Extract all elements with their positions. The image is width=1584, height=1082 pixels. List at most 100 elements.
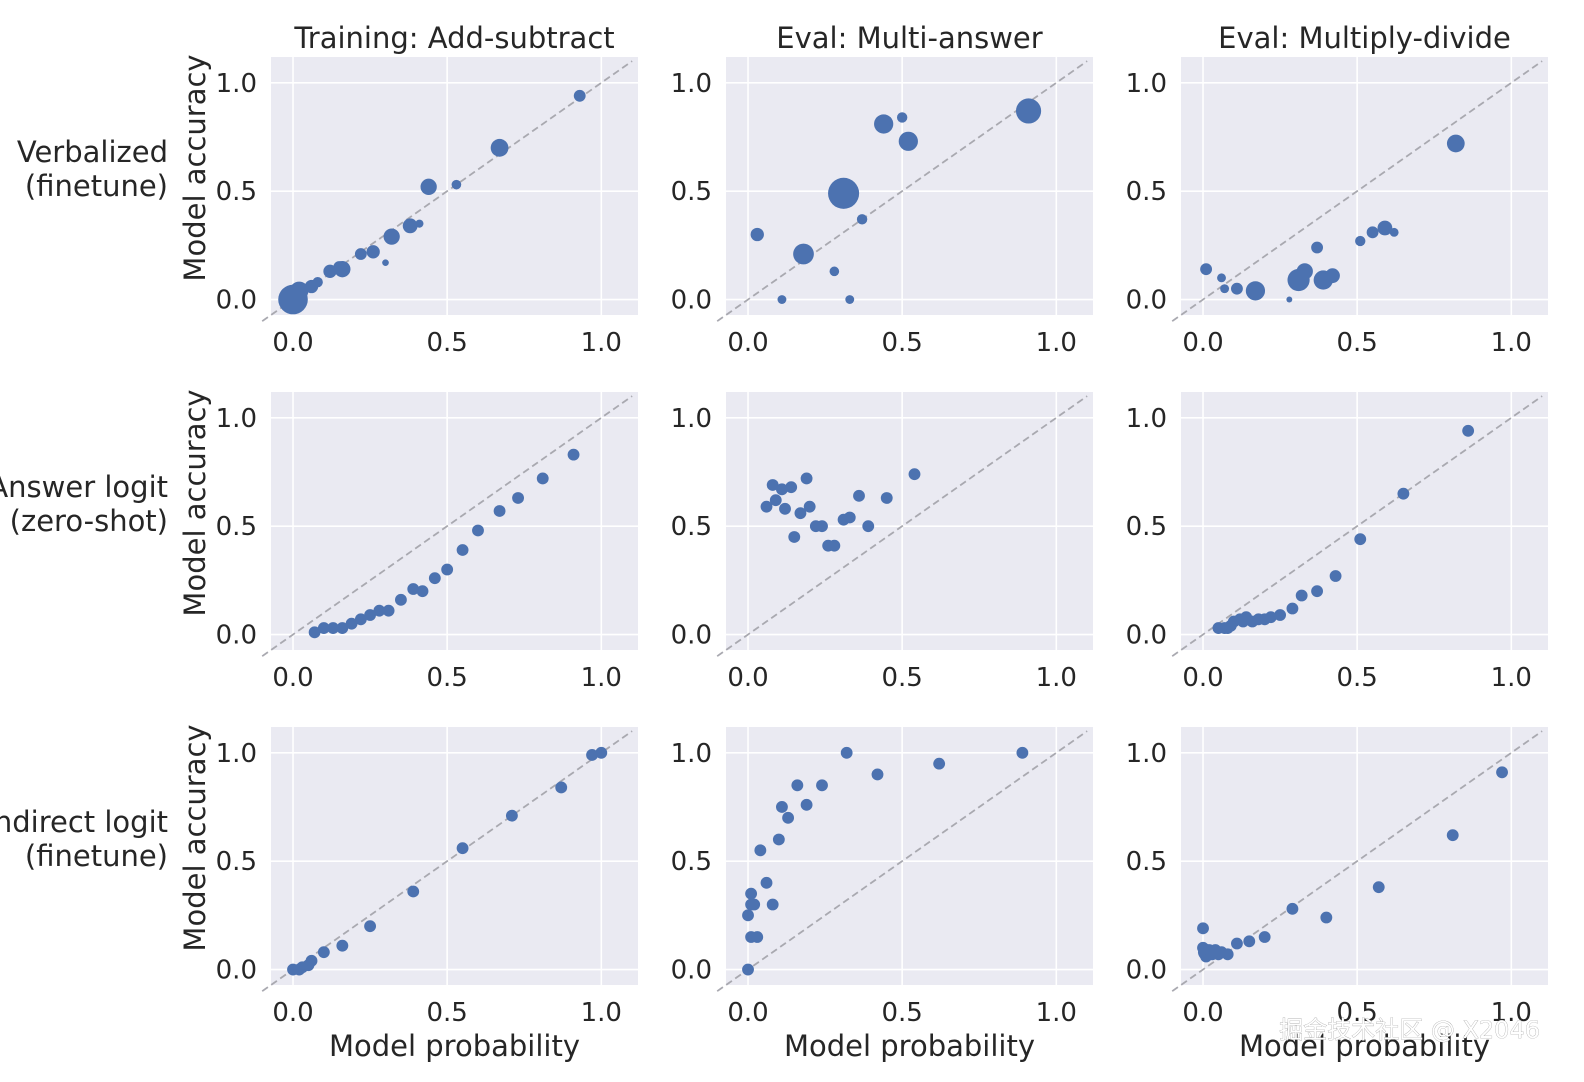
x-tick-label: 0.5 xyxy=(881,328,922,358)
x-tick-label: 0.0 xyxy=(727,328,768,358)
y-tick-label: 1.0 xyxy=(216,404,257,434)
data-point-r2-c2-9 xyxy=(1221,948,1234,961)
y-tick-label: 0.0 xyxy=(216,286,257,316)
data-point-r1-c0-16 xyxy=(493,505,506,517)
data-point-r2-c1-16 xyxy=(840,746,853,759)
data-point-r0-c2-2 xyxy=(1220,284,1230,294)
data-point-r2-c2-13 xyxy=(1286,902,1299,915)
data-point-r2-c0-8 xyxy=(407,885,420,898)
data-point-r0-c1-5 xyxy=(845,295,855,304)
x-tick-label: 1.0 xyxy=(1491,998,1532,1028)
row-label-1: Answer logit xyxy=(0,470,168,504)
panel-r1-c0: 0.0 0.5 1.0 0.0 0.5 1.0 xyxy=(216,392,638,693)
data-point-r1-c2-12 xyxy=(1274,609,1287,621)
data-point-r1-c0-13 xyxy=(441,563,454,576)
data-point-r0-c2-0 xyxy=(1200,263,1213,276)
watermark-text: 掘金技术社区 @ X2046 xyxy=(1279,1016,1540,1044)
data-point-r1-c1-6 xyxy=(788,531,801,543)
data-point-r0-c2-5 xyxy=(1286,296,1293,303)
data-point-r0-c2-11 xyxy=(1355,235,1366,247)
x-tick-label: 0.5 xyxy=(881,998,922,1028)
data-point-r2-c1-10 xyxy=(772,833,785,846)
data-point-r1-c2-17 xyxy=(1354,533,1367,546)
data-point-r0-c2-15 xyxy=(1446,134,1465,153)
panel-r0-c2: 0.0 0.5 1.0 0.0 0.5 1.0 xyxy=(1126,57,1548,358)
x-tick-label: 1.0 xyxy=(1491,328,1532,358)
x-tick-label: 1.0 xyxy=(1491,663,1532,693)
data-point-r1-c0-7 xyxy=(373,604,386,617)
data-point-r0-c1-8 xyxy=(896,112,908,123)
data-point-r1-c1-2 xyxy=(769,494,782,507)
data-point-r1-c1-13 xyxy=(828,539,841,552)
x-tick-label: 1.0 xyxy=(1036,328,1077,358)
data-point-r0-c1-9 xyxy=(898,131,918,151)
data-point-r2-c1-17 xyxy=(871,768,884,781)
y-tick-label: 0.0 xyxy=(671,286,712,316)
data-point-r1-c0-9 xyxy=(394,593,407,606)
data-point-r2-c2-0 xyxy=(1197,922,1209,935)
data-point-r2-c1-6 xyxy=(751,931,764,943)
data-point-r0-c0-12 xyxy=(402,218,418,234)
data-point-r0-c0-2 xyxy=(289,281,309,301)
data-point-r2-c2-15 xyxy=(1372,881,1385,894)
data-point-r2-c0-4 xyxy=(305,954,318,967)
panel-r2-c2: 0.0 0.5 1.0 0.0 0.5 1.0 xyxy=(1126,727,1548,1028)
y-axis-label: Model accuracy xyxy=(178,389,212,616)
x-tick-label: 0.5 xyxy=(1336,328,1377,358)
reference-diagonal xyxy=(1171,60,1543,322)
data-point-r2-c1-8 xyxy=(760,876,773,889)
data-point-r2-c1-13 xyxy=(791,779,804,792)
y-tick-label: 0.5 xyxy=(671,512,712,542)
data-point-r1-c0-2 xyxy=(327,622,340,634)
data-point-r1-c1-7 xyxy=(794,507,807,520)
data-point-r0-c1-6 xyxy=(856,214,868,225)
y-tick-label: 0.5 xyxy=(216,177,257,207)
data-point-r1-c0-10 xyxy=(407,583,420,595)
y-tick-label: 1.0 xyxy=(1126,69,1167,99)
y-tick-label: 0.5 xyxy=(216,847,257,877)
data-point-r2-c1-9 xyxy=(766,898,779,911)
data-point-r1-c0-4 xyxy=(345,617,358,630)
data-point-r0-c0-5 xyxy=(323,264,337,279)
data-point-r1-c0-12 xyxy=(428,572,441,585)
y-tick-label: 1.0 xyxy=(1126,739,1167,769)
data-point-r2-c1-11 xyxy=(776,801,788,813)
data-point-r2-c1-12 xyxy=(782,811,795,824)
data-point-r1-c0-18 xyxy=(536,472,549,485)
data-point-r1-c2-19 xyxy=(1462,424,1475,437)
reference-diagonal xyxy=(1171,395,1543,657)
x-tick-label: 0.0 xyxy=(1182,663,1223,693)
x-tick-label: 1.0 xyxy=(581,998,622,1028)
row-label-0: Verbalized xyxy=(17,135,168,169)
data-point-r1-c2-13 xyxy=(1286,602,1299,615)
y-tick-label: 0.0 xyxy=(671,621,712,651)
data-point-r0-c2-8 xyxy=(1311,241,1324,254)
x-axis-label: Model probability xyxy=(329,1029,580,1063)
data-point-r0-c1-7 xyxy=(874,114,894,134)
y-tick-label: 1.0 xyxy=(671,69,712,99)
data-point-r1-c0-8 xyxy=(382,604,395,617)
data-point-r1-c1-9 xyxy=(803,500,816,513)
data-point-r1-c0-5 xyxy=(354,613,367,626)
data-point-r0-c0-14 xyxy=(420,178,437,195)
data-point-r0-c0-8 xyxy=(354,248,367,260)
y-tick-label: 1.0 xyxy=(671,739,712,769)
data-point-r2-c2-11 xyxy=(1243,935,1256,948)
data-point-r1-c1-5 xyxy=(785,481,798,494)
data-point-r1-c1-16 xyxy=(853,489,865,502)
data-point-r2-c1-15 xyxy=(816,779,828,792)
data-point-r0-c2-14 xyxy=(1389,227,1399,237)
data-point-r1-c0-19 xyxy=(567,448,580,461)
data-point-r1-c0-1 xyxy=(317,622,330,634)
data-point-r1-c0-17 xyxy=(512,492,524,504)
reference-diagonal xyxy=(261,395,633,657)
data-point-r2-c0-13 xyxy=(595,746,608,759)
data-point-r2-c1-18 xyxy=(933,757,946,770)
y-tick-label: 0.0 xyxy=(216,621,257,651)
data-point-r1-c0-14 xyxy=(456,544,469,556)
data-point-r2-c2-17 xyxy=(1496,766,1508,779)
data-point-r2-c0-6 xyxy=(336,939,349,952)
x-tick-label: 0.0 xyxy=(1182,998,1223,1028)
panel-r1-c2: 0.0 0.5 1.0 0.0 0.5 1.0 xyxy=(1126,392,1548,693)
y-tick-label: 0.5 xyxy=(1126,512,1167,542)
